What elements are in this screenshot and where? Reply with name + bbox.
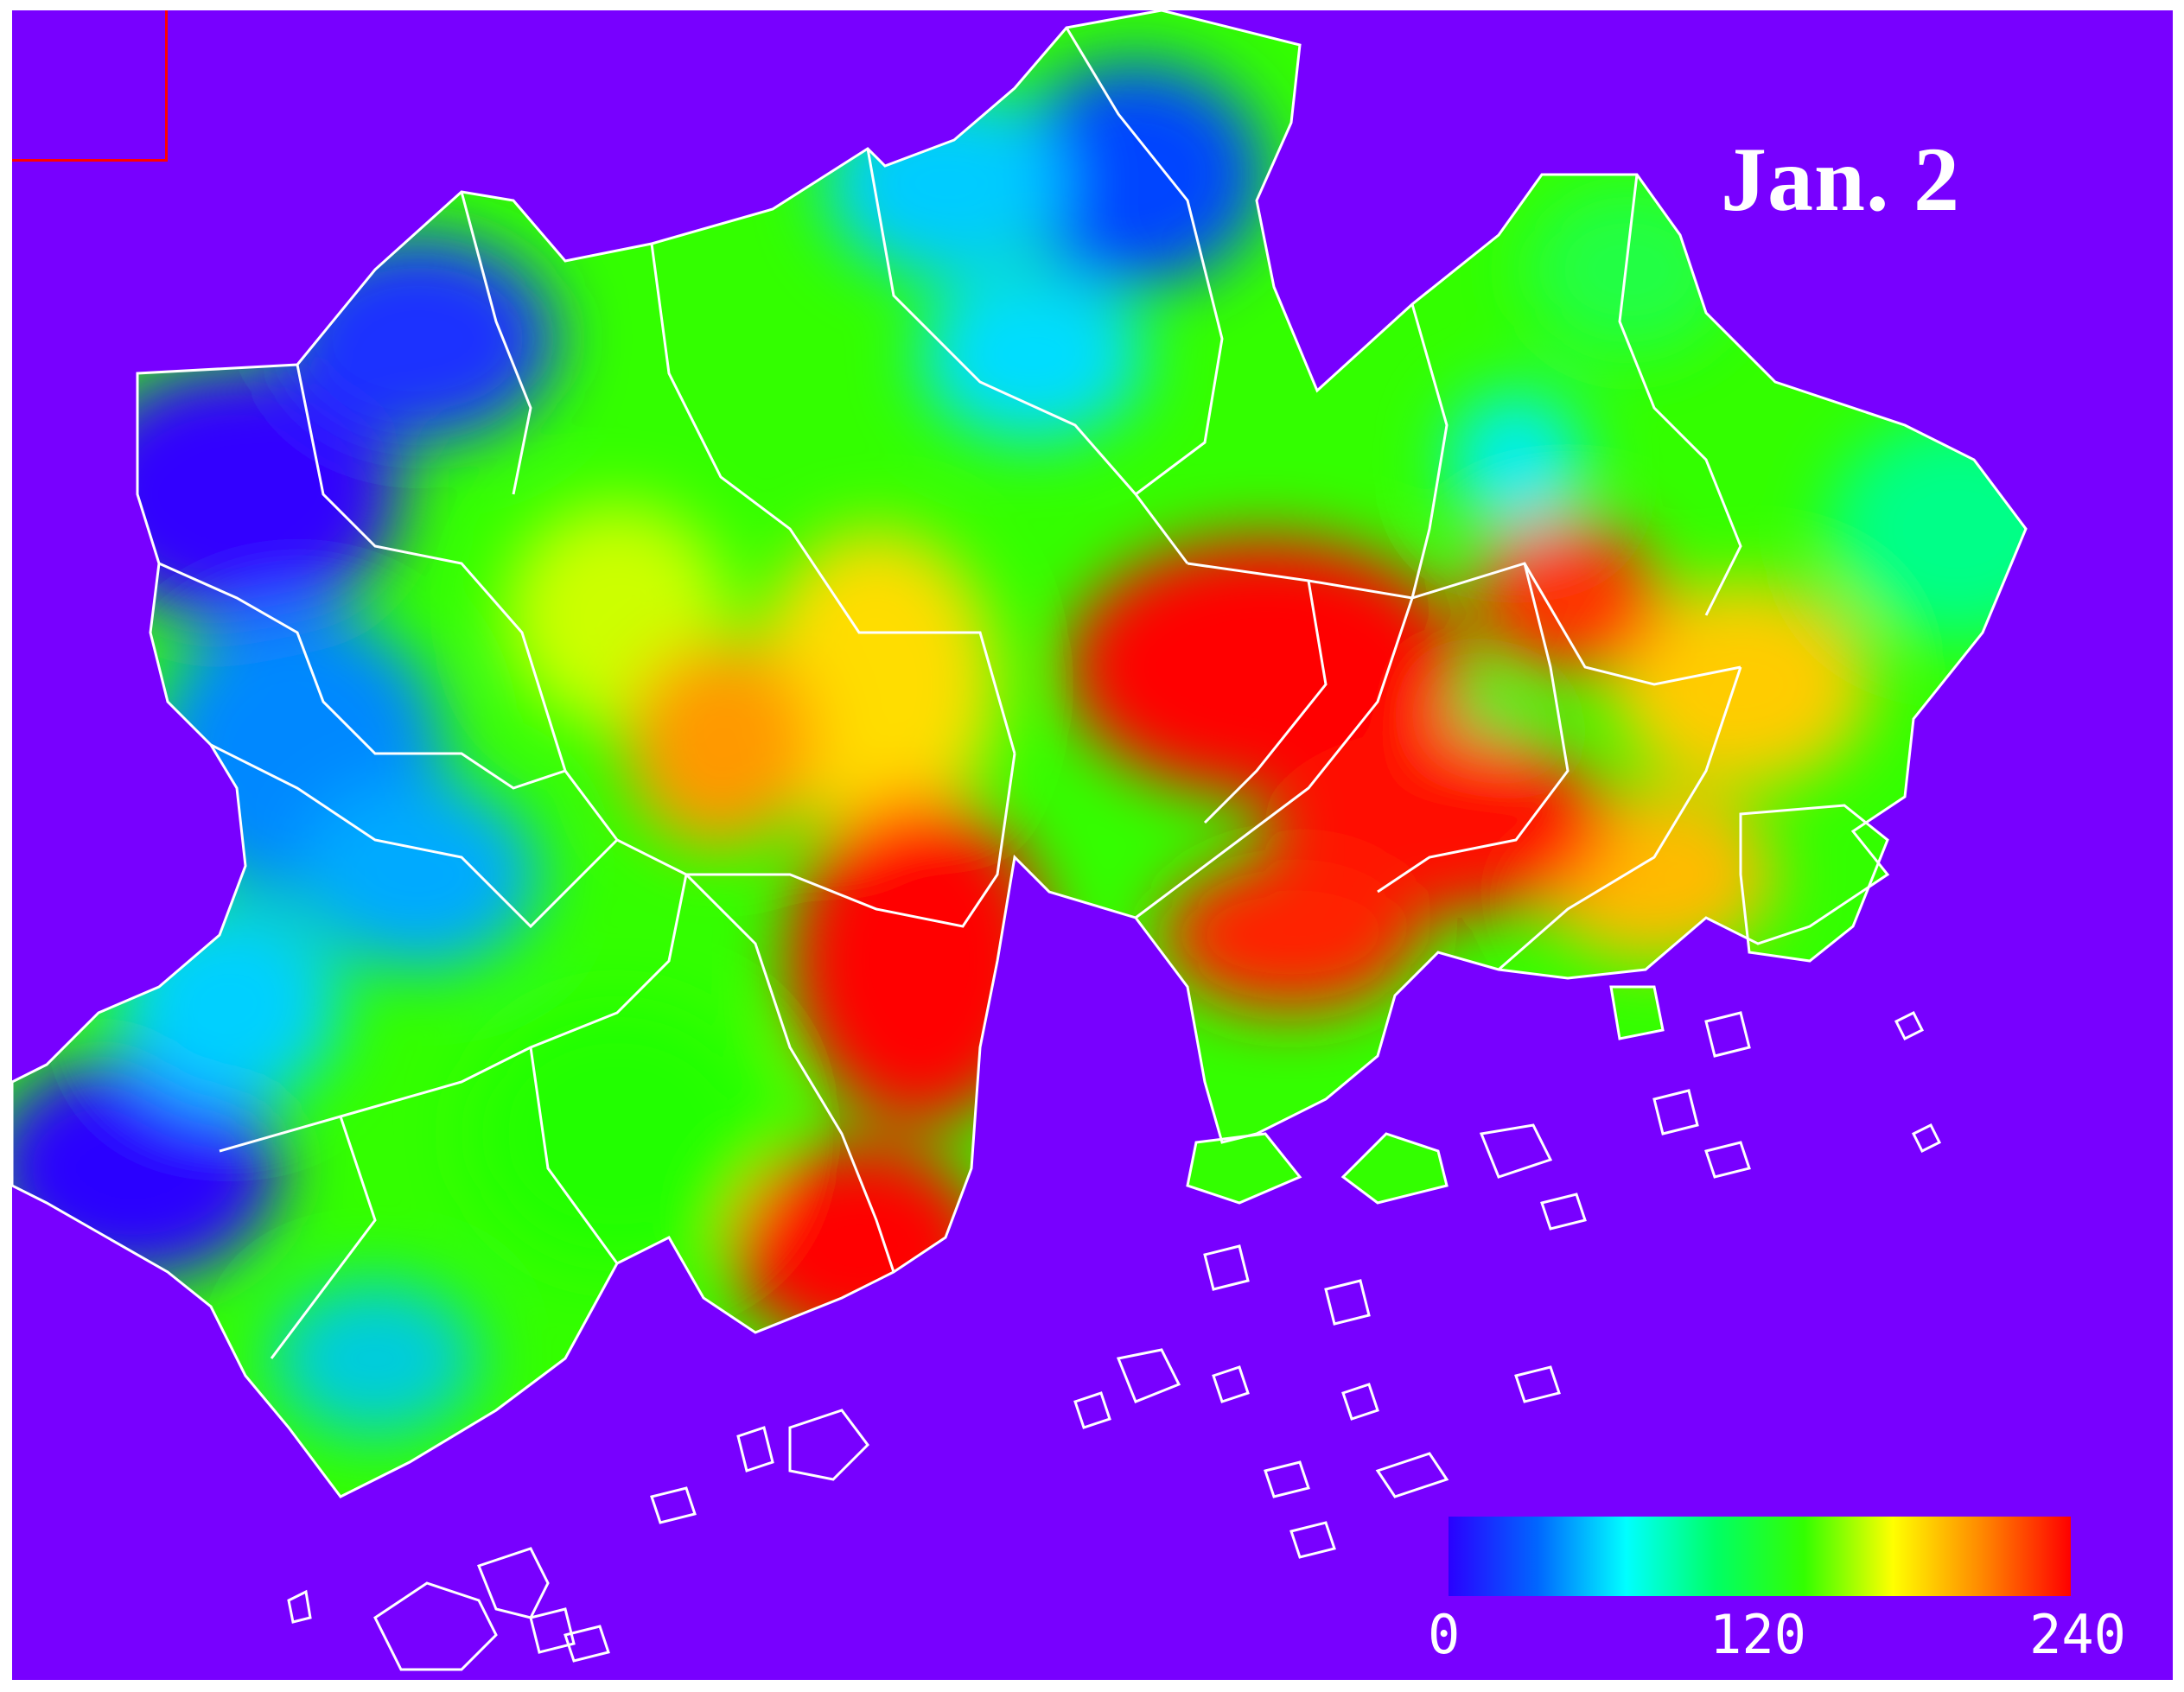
concentration-field xyxy=(12,10,2026,1497)
concentration-map xyxy=(12,10,2028,1671)
inset-box xyxy=(12,10,168,162)
colorbar-tick-mid: 120 xyxy=(1710,1603,1806,1666)
district-boundaries xyxy=(12,10,2028,1498)
colorbar-tick-max: 240 xyxy=(2029,1603,2126,1666)
island-outlines xyxy=(287,1010,1942,1671)
date-label: Jan. 2 xyxy=(1721,129,1960,230)
colorbar-tick-min: 0 xyxy=(1428,1603,1461,1666)
map-frame: Jan. 2 xyxy=(12,10,2173,1680)
colorbar xyxy=(1449,1517,2071,1596)
